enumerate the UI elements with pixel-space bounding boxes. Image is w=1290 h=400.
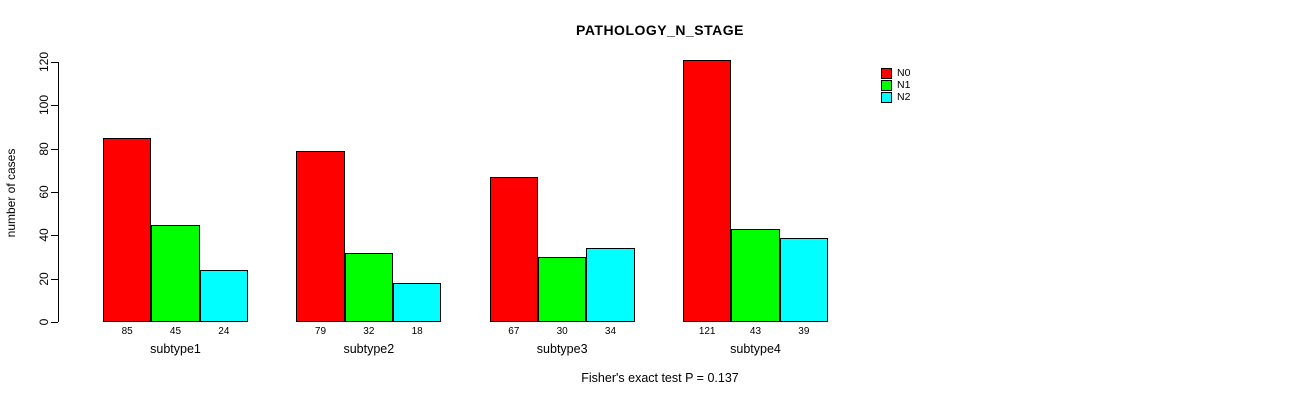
bar-subtype1-N0 (103, 137, 152, 322)
bar-subtype2-N1 (344, 252, 393, 322)
bar-value-label: 67 (508, 326, 520, 337)
bar-value-label: 43 (749, 326, 762, 337)
bar-value-label: 85 (121, 326, 133, 337)
y-tick-label: 80 (37, 141, 51, 156)
category-label-subtype4: subtype4 (730, 342, 781, 356)
legend-item-N2: N2 (881, 92, 910, 104)
bar-subtype3-N2 (586, 248, 635, 322)
y-tick (51, 278, 58, 280)
chart-title: PATHOLOGY_N_STAGE (576, 22, 744, 38)
legend-label: N0 (897, 66, 911, 79)
y-tick (51, 322, 58, 323)
category-label-subtype3: subtype3 (536, 342, 588, 356)
legend-item-N0: N0 (881, 67, 910, 79)
y-axis-line (58, 62, 59, 322)
y-tick-label: 0 (37, 318, 51, 326)
bar-subtype2-N0 (296, 150, 345, 322)
y-tick (51, 148, 58, 150)
legend-swatch-icon (881, 80, 892, 92)
legend: N0 N1 N2 (881, 67, 910, 104)
y-tick (51, 192, 58, 193)
bar-value-label: 121 (698, 326, 716, 337)
bar-value-label: 39 (798, 326, 810, 337)
y-axis-title: number of cases (4, 148, 18, 238)
legend-swatch-icon (881, 67, 892, 79)
bar-subtype4-N0 (682, 59, 732, 322)
y-tick-label: 100 (37, 95, 51, 116)
y-tick-label: 60 (37, 185, 51, 199)
y-tick (51, 235, 58, 237)
legend-label: N1 (897, 79, 911, 92)
y-tick (51, 62, 58, 63)
legend-swatch-icon (881, 92, 892, 104)
bar-value-label: 45 (169, 326, 182, 337)
bar-value-label: 24 (218, 326, 230, 337)
bar-value-label: 32 (363, 326, 375, 337)
y-tick-label: 20 (37, 271, 51, 286)
category-label-subtype2: subtype2 (343, 342, 395, 356)
bar-value-label: 34 (604, 326, 617, 337)
bar-subtype4-N2 (779, 237, 828, 322)
y-tick-label: 120 (37, 51, 51, 73)
bar-subtype1-N1 (151, 224, 200, 322)
legend-label: N2 (897, 91, 911, 104)
bar-subtype3-N1 (537, 257, 587, 322)
y-tick-label: 40 (37, 228, 51, 243)
bar-subtype4-N1 (731, 228, 780, 322)
y-tick (51, 105, 58, 107)
legend-item-N1: N1 (881, 79, 911, 92)
bar-value-label: 30 (556, 326, 568, 337)
bar-value-label: 79 (314, 326, 327, 337)
bar-subtype1-N2 (199, 270, 248, 322)
category-label-subtype1: subtype1 (150, 342, 201, 356)
annotation-text: Fisher's exact test P = 0.137 (581, 371, 739, 385)
bar-subtype2-N2 (392, 283, 442, 322)
bar-value-label: 18 (411, 326, 423, 337)
bar-subtype3-N0 (489, 176, 538, 322)
